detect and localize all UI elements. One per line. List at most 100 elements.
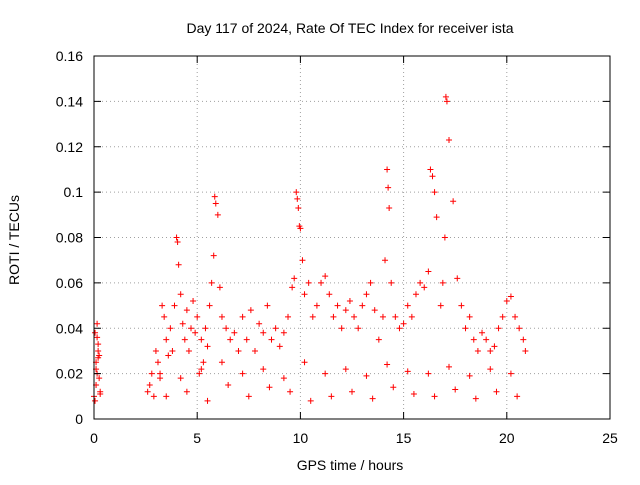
- data-point: [289, 284, 296, 291]
- data-point: [97, 391, 104, 398]
- data-point: [342, 307, 349, 314]
- data-point: [198, 336, 205, 343]
- data-point: [386, 205, 393, 212]
- data-point: [495, 325, 502, 332]
- data-point: [516, 325, 523, 332]
- data-point: [285, 313, 292, 320]
- data-point: [239, 370, 246, 377]
- data-point: [431, 189, 438, 196]
- data-point: [369, 395, 376, 402]
- y-axis-title: ROTI / TECUs: [6, 195, 22, 285]
- data-point: [425, 268, 432, 275]
- x-tick-label: 25: [602, 430, 618, 446]
- data-point: [202, 325, 209, 332]
- data-point: [307, 397, 314, 404]
- data-point: [231, 329, 238, 336]
- data-point: [198, 366, 205, 373]
- data-point: [499, 313, 506, 320]
- data-point: [157, 370, 164, 377]
- data-point: [171, 302, 178, 309]
- data-point: [431, 393, 438, 400]
- data-point: [95, 347, 102, 354]
- data-point: [363, 372, 370, 379]
- data-point: [190, 298, 197, 305]
- data-point: [95, 341, 102, 348]
- data-point: [446, 136, 453, 143]
- data-point: [260, 329, 267, 336]
- data-point: [487, 347, 494, 354]
- data-point: [522, 347, 529, 354]
- data-point: [260, 366, 267, 373]
- data-point: [404, 302, 411, 309]
- data-point: [425, 370, 432, 377]
- data-point: [208, 279, 215, 286]
- y-tick-label: 0.02: [56, 366, 83, 382]
- data-point: [150, 393, 157, 400]
- data-point: [245, 393, 252, 400]
- data-point: [338, 325, 345, 332]
- data-point: [181, 336, 188, 343]
- data-point: [305, 279, 312, 286]
- data-point: [493, 388, 500, 395]
- data-point: [466, 313, 473, 320]
- data-point: [256, 320, 263, 327]
- data-point: [225, 381, 232, 388]
- data-point: [210, 252, 217, 259]
- data-point: [185, 347, 192, 354]
- data-point: [92, 329, 99, 336]
- y-tick-label: 0.04: [56, 320, 83, 336]
- x-tick-label: 20: [499, 430, 515, 446]
- data-point: [218, 313, 225, 320]
- data-point: [342, 366, 349, 373]
- y-tick-label: 0.16: [56, 48, 83, 64]
- data-point: [390, 384, 397, 391]
- data-point: [96, 375, 103, 382]
- data-point: [280, 329, 287, 336]
- data-point: [349, 388, 355, 395]
- data-point: [351, 313, 358, 320]
- data-point: [192, 329, 199, 336]
- data-point: [454, 275, 461, 282]
- data-point: [410, 391, 417, 398]
- x-tick-label: 15: [396, 430, 412, 446]
- data-point: [491, 343, 498, 350]
- data-point: [177, 291, 184, 298]
- x-tick-label: 0: [90, 430, 98, 446]
- data-point: [375, 336, 382, 343]
- data-point: [512, 313, 519, 320]
- data-point: [223, 325, 230, 332]
- data-point: [183, 388, 190, 395]
- data-point: [266, 384, 273, 391]
- data-point: [514, 393, 521, 400]
- data-point: [379, 313, 386, 320]
- data-point: [503, 298, 510, 305]
- data-point: [417, 279, 424, 286]
- data-point: [163, 393, 170, 400]
- data-point: [330, 313, 337, 320]
- data-point: [247, 307, 254, 314]
- data-point: [268, 336, 275, 343]
- data-point: [196, 370, 203, 377]
- data-point: [287, 388, 294, 395]
- data-point: [384, 166, 391, 173]
- data-point: [318, 279, 325, 286]
- data-point: [433, 214, 440, 221]
- data-point: [95, 354, 102, 361]
- data-point: [392, 313, 399, 320]
- data-point: [408, 313, 415, 320]
- x-axis-title: GPS time / hours: [297, 457, 404, 473]
- x-tick-label: 5: [193, 430, 201, 446]
- data-point: [188, 325, 195, 332]
- data-point: [200, 359, 207, 366]
- data-point: [346, 298, 353, 305]
- data-point: [154, 359, 161, 366]
- data-point: [251, 347, 258, 354]
- data-point: [174, 239, 181, 246]
- y-tick-label: 0: [75, 411, 83, 427]
- data-point: [487, 366, 494, 373]
- data-point: [313, 302, 320, 309]
- y-tick-label: 0.1: [64, 184, 84, 200]
